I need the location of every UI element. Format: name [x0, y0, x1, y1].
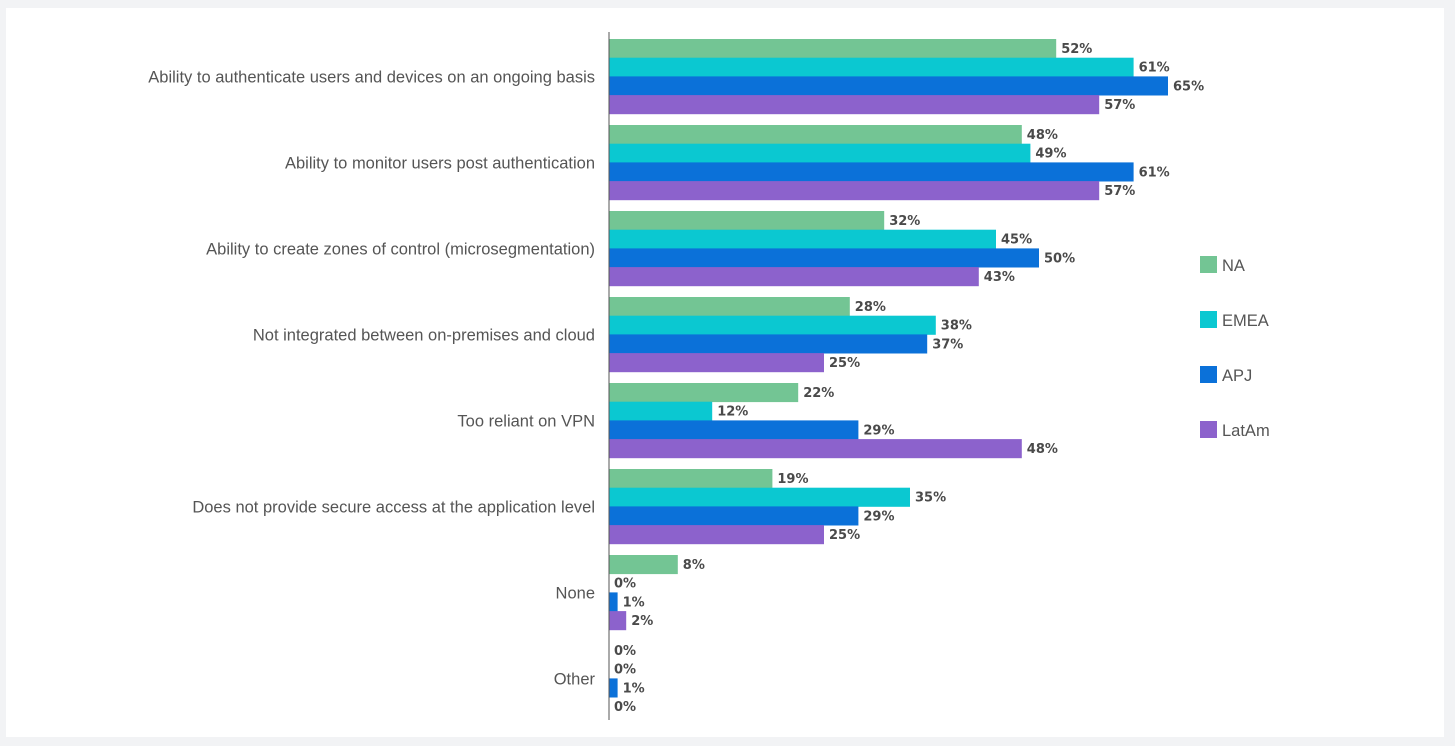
value-label: 61% — [1139, 61, 1170, 76]
value-label: 50% — [1044, 251, 1075, 266]
legend-swatch-latam — [1200, 421, 1217, 438]
value-label: 0% — [614, 577, 636, 592]
value-label: 0% — [614, 663, 636, 678]
value-label: 61% — [1139, 165, 1170, 180]
category-label: Ability to authenticate users and device… — [148, 68, 595, 86]
bar-emea-3 — [609, 315, 936, 335]
bar-na-2 — [609, 211, 885, 231]
category-labels: Ability to authenticate users and device… — [148, 68, 595, 688]
value-label: 35% — [915, 491, 946, 506]
legend-label-apj: APJ — [1222, 367, 1252, 385]
bar-latam-1 — [609, 181, 1100, 201]
bars — [609, 39, 1168, 698]
bar-apj-3 — [609, 334, 928, 354]
legend-swatch-apj — [1200, 366, 1217, 383]
value-label: 28% — [855, 300, 886, 315]
chart-panel: Ability to authenticate users and device… — [6, 8, 1444, 737]
value-label: 43% — [984, 270, 1015, 285]
bar-latam-0 — [609, 95, 1100, 115]
value-label: 22% — [803, 386, 834, 401]
legend-label-emea: EMEA — [1222, 312, 1269, 330]
category-label: Not integrated between on-premises and c… — [253, 326, 595, 344]
bar-latam-5 — [609, 525, 824, 545]
bar-na-4 — [609, 383, 799, 403]
value-label: 8% — [683, 558, 705, 573]
category-label: Other — [554, 670, 596, 688]
bar-apj-2 — [609, 248, 1039, 268]
bar-emea-1 — [609, 143, 1031, 163]
value-label: 48% — [1027, 128, 1058, 143]
value-label: 49% — [1035, 147, 1066, 162]
category-label: Does not provide secure access at the ap… — [192, 498, 595, 516]
bar-na-3 — [609, 297, 850, 317]
value-label: 52% — [1061, 42, 1092, 57]
legend-swatch-emea — [1200, 311, 1217, 328]
bar-na-6 — [609, 555, 678, 575]
value-label: 29% — [863, 509, 894, 524]
category-label: None — [556, 584, 595, 602]
category-label: Ability to create zones of control (micr… — [206, 240, 595, 258]
value-label: 45% — [1001, 233, 1032, 248]
value-label: 25% — [829, 356, 860, 371]
bar-emea-0 — [609, 57, 1134, 77]
value-label: 0% — [614, 644, 636, 659]
value-label: 32% — [889, 214, 920, 229]
value-label: 38% — [941, 319, 972, 334]
value-label: 1% — [623, 681, 645, 696]
bar-apj-4 — [609, 420, 859, 440]
bar-apj-6 — [609, 592, 618, 612]
bar-emea-5 — [609, 487, 910, 507]
bar-apj-1 — [609, 162, 1134, 182]
bar-emea-4 — [609, 401, 713, 421]
value-label: 2% — [631, 614, 653, 629]
bar-latam-4 — [609, 439, 1022, 459]
value-labels: 52%61%65%57%48%49%61%57%32%45%50%43%28%3… — [614, 42, 1204, 715]
bar-chart: Ability to authenticate users and device… — [148, 32, 1270, 720]
bar-na-5 — [609, 469, 773, 489]
bar-na-0 — [609, 39, 1057, 59]
legend: NA EMEA APJ LatAm — [1200, 256, 1270, 440]
value-label: 29% — [863, 423, 894, 438]
bar-emea-2 — [609, 229, 996, 249]
bar-latam-2 — [609, 267, 979, 287]
legend-label-na: NA — [1222, 257, 1245, 275]
bar-apj-7 — [609, 678, 618, 698]
value-label: 0% — [614, 700, 636, 715]
bar-latam-6 — [609, 611, 627, 631]
value-label: 57% — [1104, 184, 1135, 199]
bar-na-1 — [609, 125, 1022, 145]
value-label: 48% — [1027, 442, 1058, 457]
legend-label-latam: LatAm — [1222, 422, 1270, 440]
value-label: 57% — [1104, 98, 1135, 113]
category-label: Ability to monitor users post authentica… — [285, 154, 595, 172]
value-label: 12% — [717, 405, 748, 420]
value-label: 65% — [1173, 79, 1204, 94]
bar-apj-0 — [609, 76, 1168, 96]
value-label: 37% — [932, 337, 963, 352]
bar-apj-5 — [609, 506, 859, 526]
legend-swatch-na — [1200, 256, 1217, 273]
value-label: 1% — [623, 595, 645, 610]
value-label: 25% — [829, 528, 860, 543]
bar-latam-3 — [609, 353, 824, 373]
value-label: 19% — [777, 472, 808, 487]
category-label: Too reliant on VPN — [457, 412, 595, 430]
